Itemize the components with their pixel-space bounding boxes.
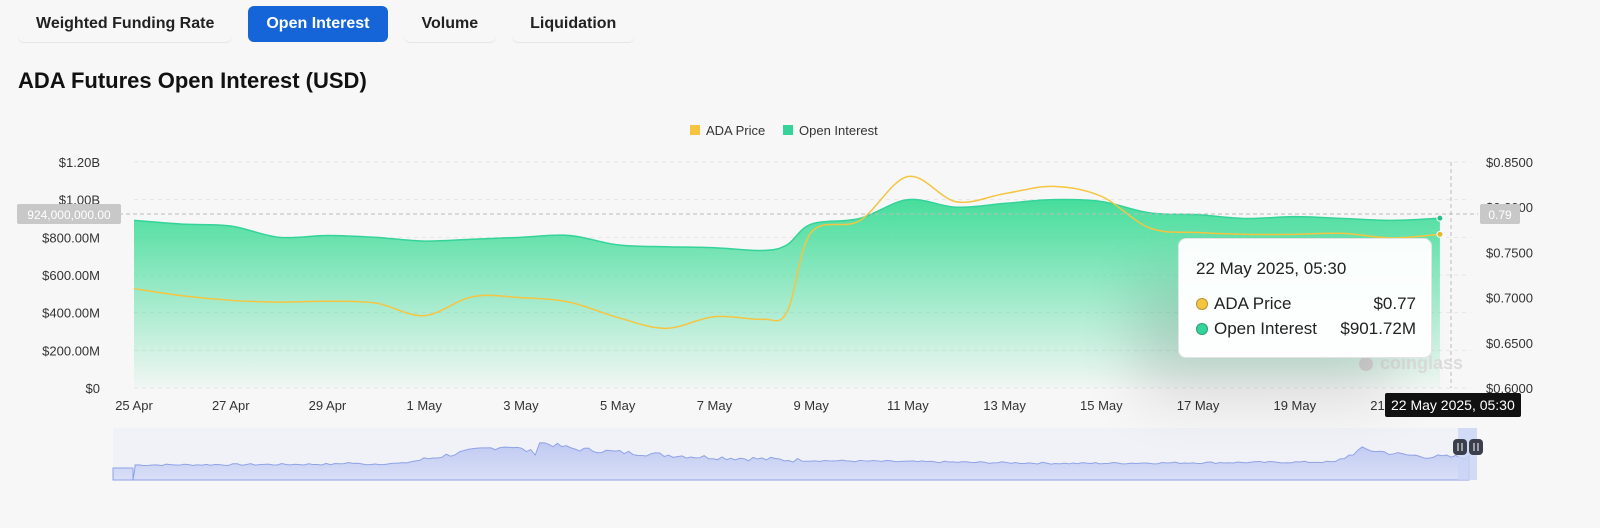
coinglass-logo-icon bbox=[1359, 357, 1373, 371]
tab-open-interest[interactable]: Open Interest bbox=[248, 6, 388, 42]
ada-price-hover-marker bbox=[1436, 230, 1444, 238]
navigator-handle-icon[interactable] bbox=[1469, 439, 1483, 455]
tab-liquidation[interactable]: Liquidation bbox=[512, 6, 635, 42]
open-interest-dot-icon bbox=[1196, 323, 1208, 335]
x-tick-label: 9 May bbox=[793, 398, 829, 413]
crosshair-left-value: 924,000,000.00 bbox=[27, 208, 111, 222]
legend-swatch-ada-price bbox=[690, 125, 700, 135]
x-tick-label: 29 Apr bbox=[309, 398, 347, 413]
crosshair: 924,000,000.00 0.79 bbox=[17, 162, 1520, 388]
chart-legend[interactable]: ADA Price Open Interest bbox=[690, 123, 878, 138]
x-axis: 25 Apr 27 Apr 29 Apr 1 May 3 May 5 May 7 May 9 … bbox=[115, 398, 1413, 413]
tooltip-value: $901.72M bbox=[1340, 319, 1416, 338]
tab-weighted-funding-rate[interactable]: Weighted Funding Rate bbox=[18, 6, 233, 42]
x-tick-label: 11 May bbox=[887, 398, 929, 413]
y-right-tick-label: $0.6000 bbox=[1486, 381, 1533, 396]
y-left-tick-label: $0 bbox=[86, 381, 100, 396]
crosshair-time-badge: 22 May 2025, 05:30 bbox=[1385, 393, 1521, 417]
y-left-tick-label: $800.00M bbox=[42, 230, 100, 245]
chart-tooltip: 22 May 2025, 05:30 ADA Price $0.77 Open … bbox=[1178, 238, 1432, 358]
tooltip-row-ada-price: ADA Price $0.77 bbox=[1196, 294, 1416, 314]
tab-bar: Weighted Funding Rate Open Interest Volu… bbox=[18, 6, 635, 42]
ada-price-dot-icon bbox=[1196, 298, 1208, 310]
legend-swatch-open-interest bbox=[783, 125, 793, 135]
y-left-tick-label: $200.00M bbox=[42, 343, 100, 358]
x-tick-label: 5 May bbox=[600, 398, 636, 413]
y-right-tick-label: $0.7000 bbox=[1486, 291, 1533, 306]
y-right-tick-label: $0.8500 bbox=[1486, 155, 1533, 170]
tooltip-time: 22 May 2025, 05:30 bbox=[1196, 259, 1347, 278]
x-tick-label: 17 May bbox=[1177, 398, 1220, 413]
watermark-text: coinglass bbox=[1380, 353, 1463, 373]
x-tick-label: 15 May bbox=[1080, 398, 1123, 413]
crosshair-right-badge bbox=[1480, 203, 1520, 224]
legend-label-ada-price: ADA Price bbox=[706, 123, 765, 138]
open-interest-area bbox=[134, 199, 1440, 388]
crosshair-left-badge bbox=[17, 203, 121, 224]
x-tick-label: 1 May bbox=[407, 398, 443, 413]
ada-price-series bbox=[133, 175, 1444, 330]
tooltip-row-open-interest: Open Interest $901.72M bbox=[1196, 319, 1416, 339]
open-interest-hover-marker bbox=[1436, 214, 1444, 222]
y-right-tick-label: $0.6500 bbox=[1486, 336, 1533, 351]
legend-label-open-interest: Open Interest bbox=[799, 123, 878, 138]
range-navigator[interactable] bbox=[112, 428, 1483, 481]
tooltip-label: Open Interest bbox=[1214, 319, 1318, 338]
tooltip-value: $0.77 bbox=[1373, 294, 1416, 313]
coinglass-watermark: coinglass bbox=[1359, 353, 1463, 373]
ada-price-line bbox=[133, 175, 1440, 330]
y-axis-left: $0 $200.00M $400.00M $600.00M $800.00M $1.00B… bbox=[42, 155, 100, 396]
tab-volume[interactable]: Volume bbox=[403, 6, 497, 42]
y-left-tick-label: $400.00M bbox=[42, 306, 100, 321]
x-tick-label: 3 May bbox=[503, 398, 539, 413]
x-tick-label: 19 May bbox=[1273, 398, 1316, 413]
x-tick-label: 25 Apr bbox=[115, 398, 153, 413]
y-left-tick-label: $1.00B bbox=[59, 193, 100, 208]
y-axis-right: $0.6000$0.6500$0.7000$0.7500$0.8000$0.85… bbox=[1486, 155, 1533, 396]
crosshair-right-value: 0.79 bbox=[1488, 208, 1512, 222]
y-left-tick-label: $1.20B bbox=[59, 155, 100, 170]
page-title: ADA Futures Open Interest (USD) bbox=[18, 68, 367, 93]
y-left-tick-label: $600.00M bbox=[42, 268, 100, 283]
x-tick-label: 13 May bbox=[983, 398, 1026, 413]
tooltip-label: ADA Price bbox=[1214, 294, 1292, 313]
open-interest-series bbox=[133, 198, 1444, 388]
x-tick-label: 27 Apr bbox=[212, 398, 250, 413]
y-right-tick-label: $0.7500 bbox=[1486, 245, 1533, 260]
x-tick-label: 7 May bbox=[697, 398, 733, 413]
navigator-handle-icon[interactable] bbox=[1453, 439, 1467, 455]
navigator-area bbox=[112, 442, 1470, 481]
